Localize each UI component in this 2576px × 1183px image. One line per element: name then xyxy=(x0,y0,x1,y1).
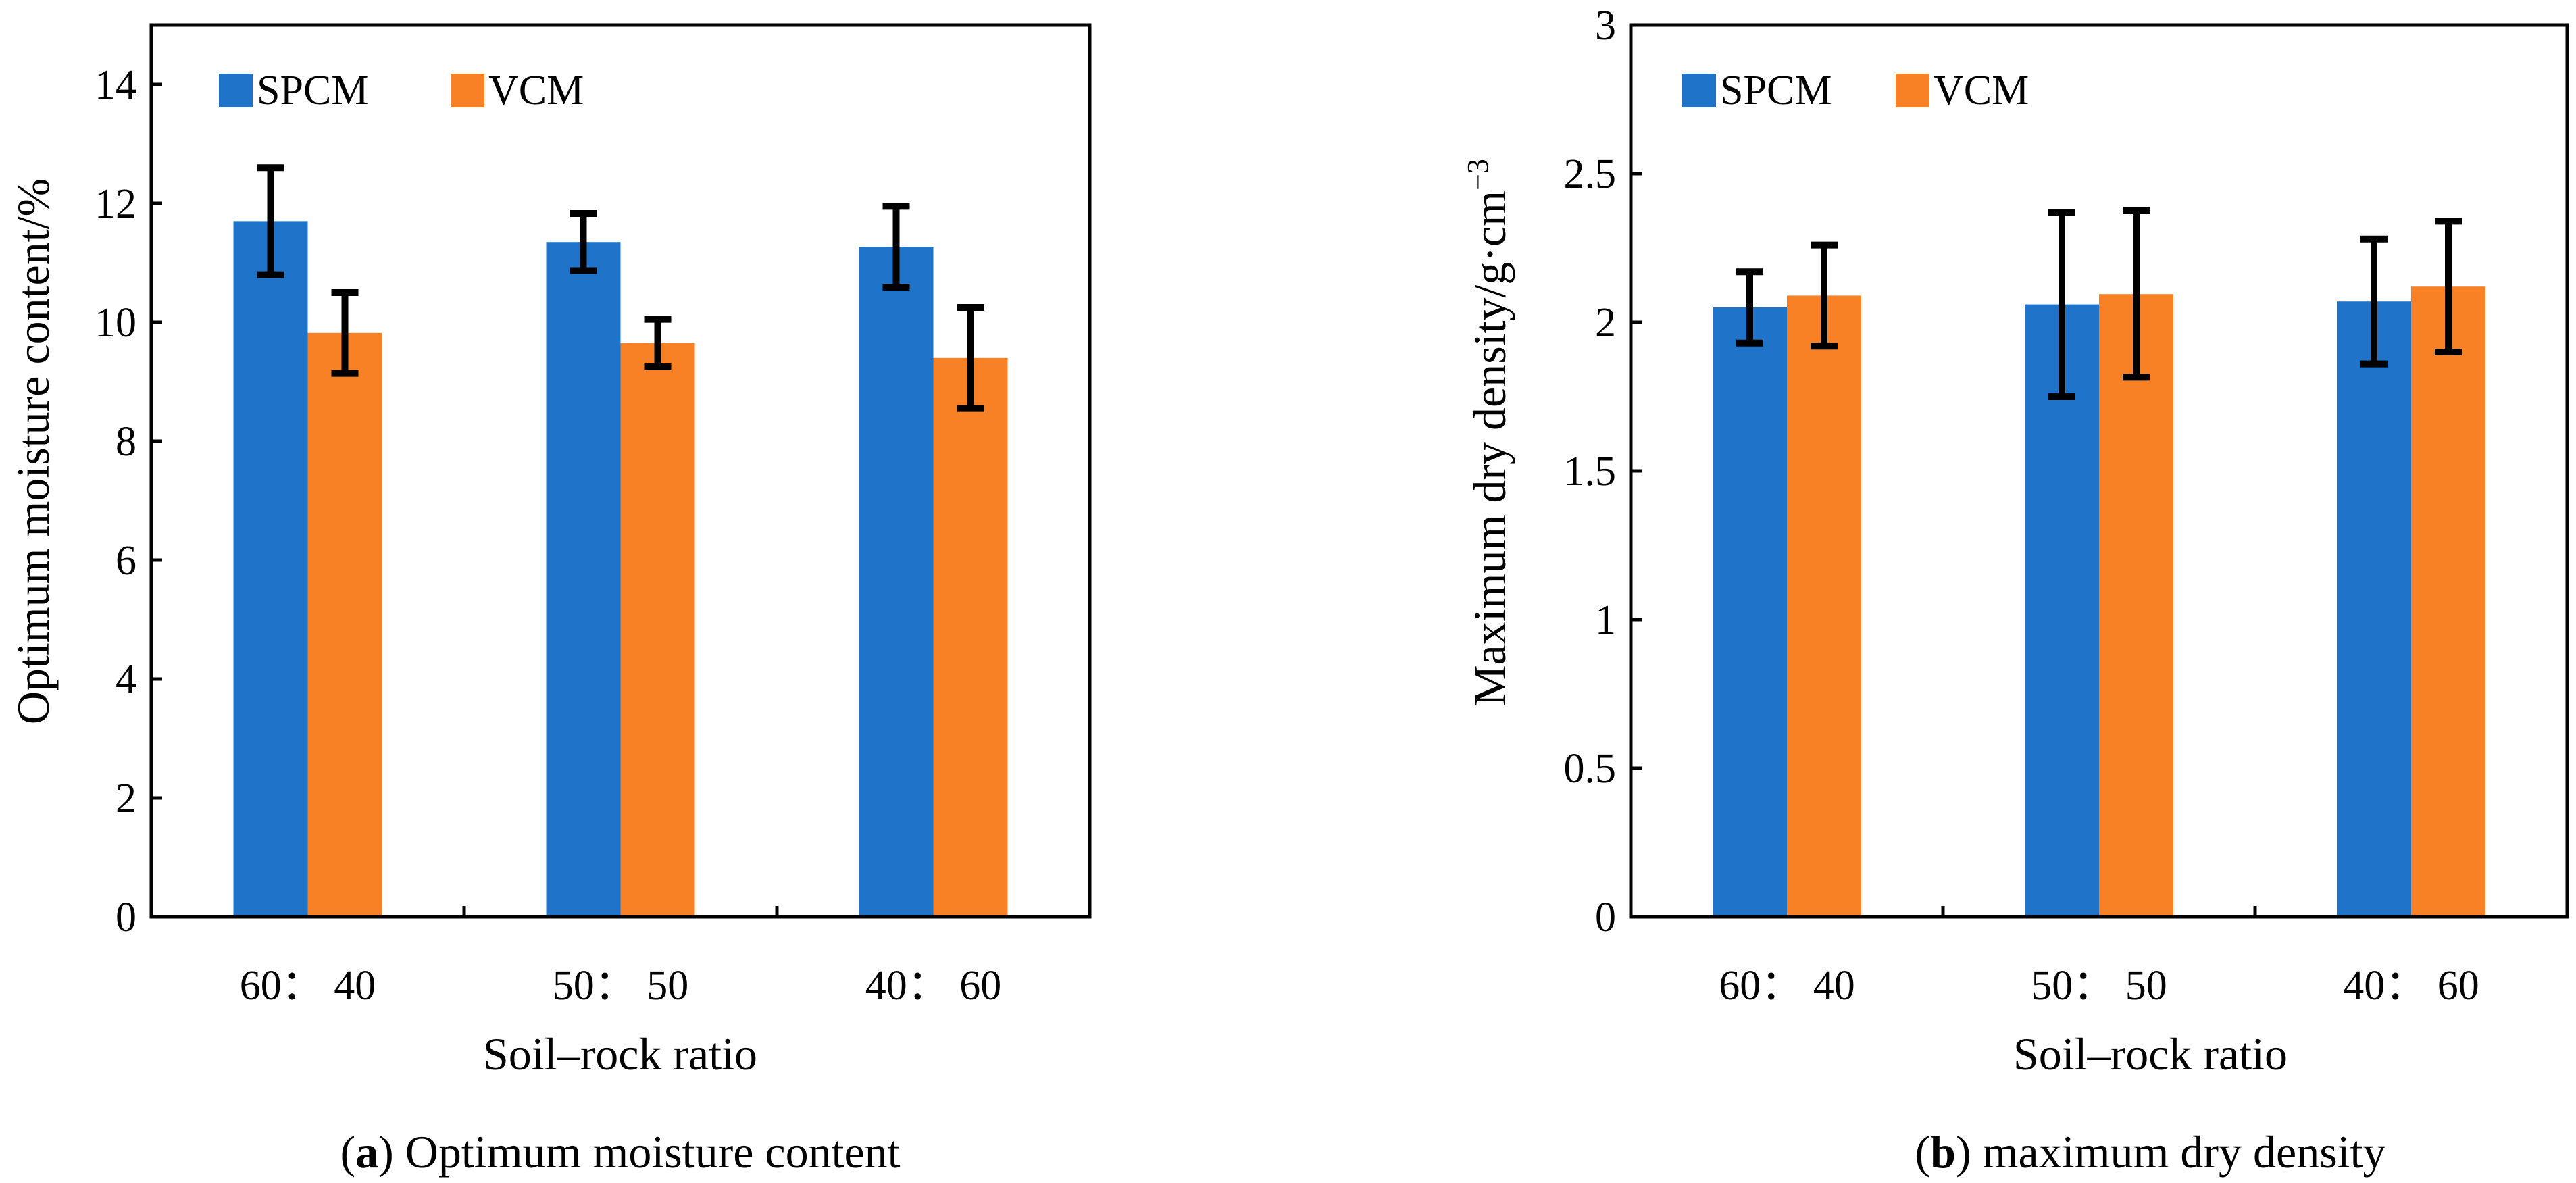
y-tick-label: 0 xyxy=(1595,895,1616,940)
x-tick-label: 50： 50 xyxy=(2031,963,2167,1009)
bar-spcm xyxy=(859,247,934,917)
x-axis-label: Soil–rock ratio xyxy=(483,1028,757,1080)
caption-label: b xyxy=(1930,1126,1956,1178)
caption-a: (a) Optimum moisture content xyxy=(340,1126,900,1178)
bar-vcm xyxy=(307,332,382,917)
plot-frame xyxy=(1629,23,2569,919)
bar-vcm xyxy=(2099,294,2173,917)
legend-swatch-spcm xyxy=(219,74,253,107)
y-tick-label: 2.5 xyxy=(1564,151,1617,197)
panel-b-maximum-dry-density: Maximum dry density/g·cm−3 Soil–rock rat… xyxy=(1461,3,2569,1178)
bar-spcm xyxy=(2025,304,2099,917)
y-axis-label: Maximum dry density/g·cm−3 xyxy=(1461,159,1515,706)
caption-b: (b) maximum dry density xyxy=(1915,1126,2386,1178)
y-tick-label: 8 xyxy=(116,419,136,465)
y-tick-label: 0 xyxy=(116,895,136,940)
bar-spcm xyxy=(233,221,308,917)
bar-spcm xyxy=(546,242,621,917)
y-tick-label: 14 xyxy=(95,62,136,108)
bar-spcm xyxy=(2337,301,2411,917)
bar-vcm xyxy=(1787,295,1861,917)
y-tick-label: 10 xyxy=(95,300,136,346)
bar-vcm xyxy=(2411,286,2485,917)
x-tick-label: 40： 60 xyxy=(2343,963,2479,1009)
caption-text: ) Optimum moisture content xyxy=(378,1126,901,1178)
legend: SPCM VCM xyxy=(1682,68,2029,114)
y-tick-label: 4 xyxy=(116,657,136,703)
caption-text: ) maximum dry density xyxy=(1956,1126,2385,1178)
bar-vcm xyxy=(933,357,1008,917)
legend-swatch-spcm xyxy=(1682,74,1716,107)
y-axis-label-superscript: −3 xyxy=(1461,159,1494,191)
legend-label-vcm: VCM xyxy=(488,68,584,114)
y-tick-label: 3 xyxy=(1595,3,1616,49)
bar-spcm xyxy=(1713,307,1787,917)
legend-label-spcm: SPCM xyxy=(257,68,368,114)
panel-a-optimum-moisture: Optimum moisture content/% Soil–rock rat… xyxy=(7,23,1092,1178)
y-tick-label: 6 xyxy=(116,538,136,584)
legend-label-spcm: SPCM xyxy=(1720,68,1832,114)
caption-label: a xyxy=(355,1126,378,1178)
legend: SPCM VCM xyxy=(219,68,584,114)
legend-label-vcm: VCM xyxy=(1934,68,2029,114)
x-tick-label: 50： 50 xyxy=(553,963,689,1009)
x-axis-label: Soil–rock ratio xyxy=(2013,1028,2288,1080)
y-tick-label: 1 xyxy=(1595,597,1616,643)
plot-frame xyxy=(149,23,1092,919)
y-tick-label: 2 xyxy=(1595,300,1616,346)
y-tick-label: 0.5 xyxy=(1564,746,1617,792)
y-tick-label: 12 xyxy=(95,181,136,227)
x-tick-label: 60： 40 xyxy=(1719,963,1855,1009)
legend-swatch-vcm xyxy=(451,74,484,107)
y-axis-label-text: Maximum dry density/g·cm xyxy=(1464,191,1515,706)
bar-vcm xyxy=(620,343,695,917)
y-tick-label: 1.5 xyxy=(1564,449,1617,495)
x-tick-label: 60： 40 xyxy=(240,963,376,1009)
legend-swatch-vcm xyxy=(1896,74,1929,107)
x-tick-label: 40： 60 xyxy=(865,963,1002,1009)
y-axis-label: Optimum moisture content/% xyxy=(7,178,59,724)
y-tick-label: 2 xyxy=(116,776,136,822)
